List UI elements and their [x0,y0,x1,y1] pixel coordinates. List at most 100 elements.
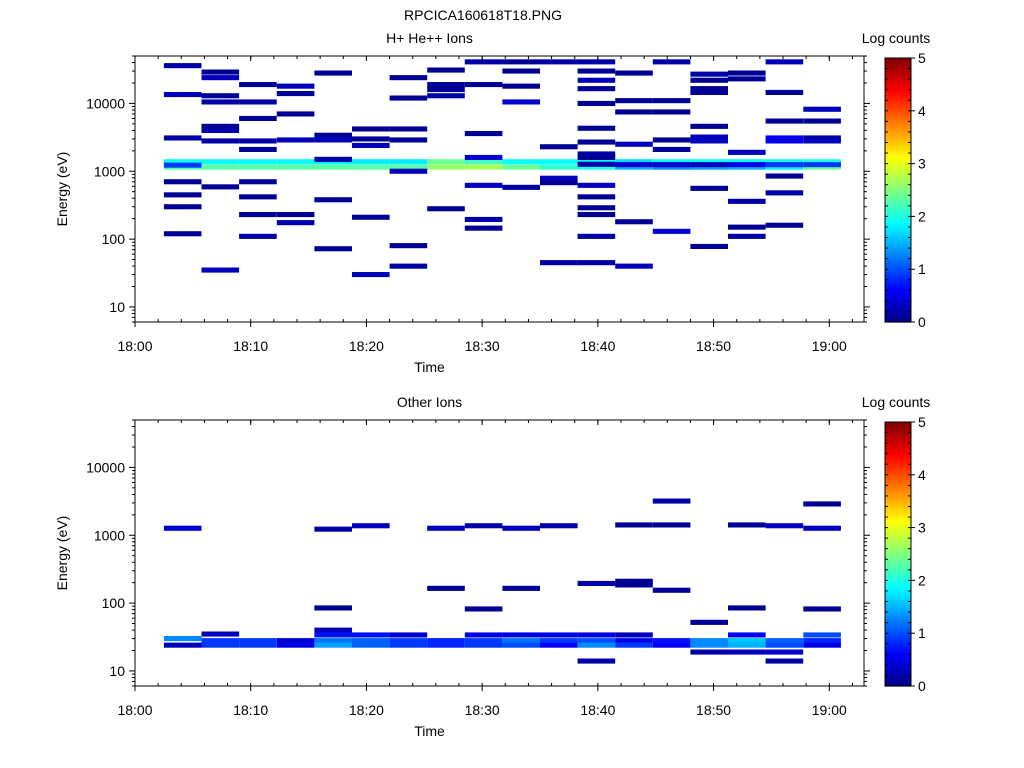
heatmap-cell [239,179,277,185]
heatmap-cell [427,638,465,644]
heatmap-cell [652,109,691,115]
heatmap-cell [765,89,804,95]
colorbar-tick-label: 5 [918,414,926,430]
colorbar-swatch [885,304,911,308]
colorbar-swatch [885,609,911,612]
colorbar-swatch [885,269,911,272]
heatmap-cell [464,642,503,648]
heatmap-cell [803,525,841,531]
colorbar-swatch [885,558,911,562]
colorbar-swatch [885,490,911,493]
heatmap-cell [352,632,390,638]
colorbar-swatch [885,264,911,268]
heatmap-cell [728,605,766,611]
heatmap-cell [728,162,766,168]
colorbar-swatch [885,446,911,449]
colorbar-swatch [885,503,911,507]
heatmap-cell [540,164,578,170]
colorbar-swatch [885,60,911,63]
colorbar-swatch [885,670,911,674]
colorbar-swatch [885,510,911,513]
colorbar-swatch [885,477,911,480]
colorbar-swatch [885,474,911,478]
colorbar-swatch [885,113,911,116]
y-axis-label: Energy (eV) [54,516,70,591]
heatmap-cell [352,136,390,142]
colorbar-swatch [885,589,911,592]
heatmap-cell [389,137,428,143]
heatmap-cell [352,214,390,220]
colorbar: 0 1 2 3 4 5 Log counts [862,30,931,330]
heatmap-cell [464,638,503,644]
colorbar-swatch [885,659,911,663]
heatmap-cell [765,642,804,648]
heatmap-cell [389,168,428,174]
heatmap-cell [728,649,766,655]
heatmap-cell [427,67,465,73]
heatmap-cell [464,182,503,188]
heatmap-cell [389,95,428,101]
colorbar-swatch [885,540,911,544]
colorbar-swatch [885,532,911,535]
colorbar-swatch [885,521,911,524]
heatmap-cell [239,82,277,88]
heatmap-cell [540,642,578,648]
heatmap-cell [464,523,503,529]
colorbar-swatch [885,631,911,634]
heatmap-cell [577,68,616,74]
colorbar-swatch [885,218,911,222]
heatmap-cell [201,159,240,165]
colorbar-swatch [885,479,911,482]
colorbar-swatch [885,529,911,533]
heatmap-cell [615,263,653,269]
heatmap-cell [314,156,352,162]
colorbar-swatch [885,64,911,68]
colorbar-swatch [885,655,911,658]
heatmap-cell [652,98,691,104]
colorbar-swatch [885,666,911,669]
colorbar-swatch [885,93,911,96]
x-tick-label: 18:50 [696,702,731,718]
heatmap-cell [615,582,653,588]
colorbar-swatch [885,543,911,546]
heatmap-cell [690,649,728,655]
panel-title: H+ He++ Ions [386,30,473,46]
colorbar-tick-label: 5 [918,50,926,66]
x-axis-label: Time [414,359,445,375]
x-tick-label: 18:20 [349,338,384,354]
heatmap-cell [765,135,804,141]
heatmap-cell [577,77,616,83]
panel-title: Other Ions [397,394,462,410]
heatmap-cell [427,159,465,165]
colorbar-swatch [885,278,911,281]
colorbar-swatch [885,168,911,171]
heatmap-cell [728,198,766,204]
heatmap-cell [163,525,202,531]
panel-other-ions: 18:00 18:10 18:20 18:30 18:40 18:50 19:0010100… [54,394,930,739]
colorbar-swatch [885,683,911,687]
colorbar-swatch [885,247,911,250]
heatmap-cell [389,243,428,249]
heatmap-cell [201,631,240,637]
heatmap-cell [652,162,691,168]
colorbar-swatch [885,534,911,537]
colorbar-swatch [885,488,911,491]
colorbar-swatch [885,293,911,297]
colorbar-swatch [885,441,911,445]
colorbar-swatch [885,604,911,608]
colorbar-swatch [885,468,911,471]
x-axis-label: Time [414,723,445,739]
heatmap-cell [615,578,653,584]
heatmap-cell [803,632,841,638]
colorbar-swatch [885,71,911,74]
heatmap-cell [728,224,766,230]
heatmap-cell [803,159,841,165]
colorbar-swatch [885,106,911,110]
heatmap-cell [314,197,352,203]
heatmap-cell [163,135,202,141]
heatmap-cell [276,212,315,218]
colorbar-swatch [885,525,911,529]
heatmap-cell [389,164,428,170]
colorbar-swatch [885,538,911,542]
heatmap-cell [540,260,578,266]
